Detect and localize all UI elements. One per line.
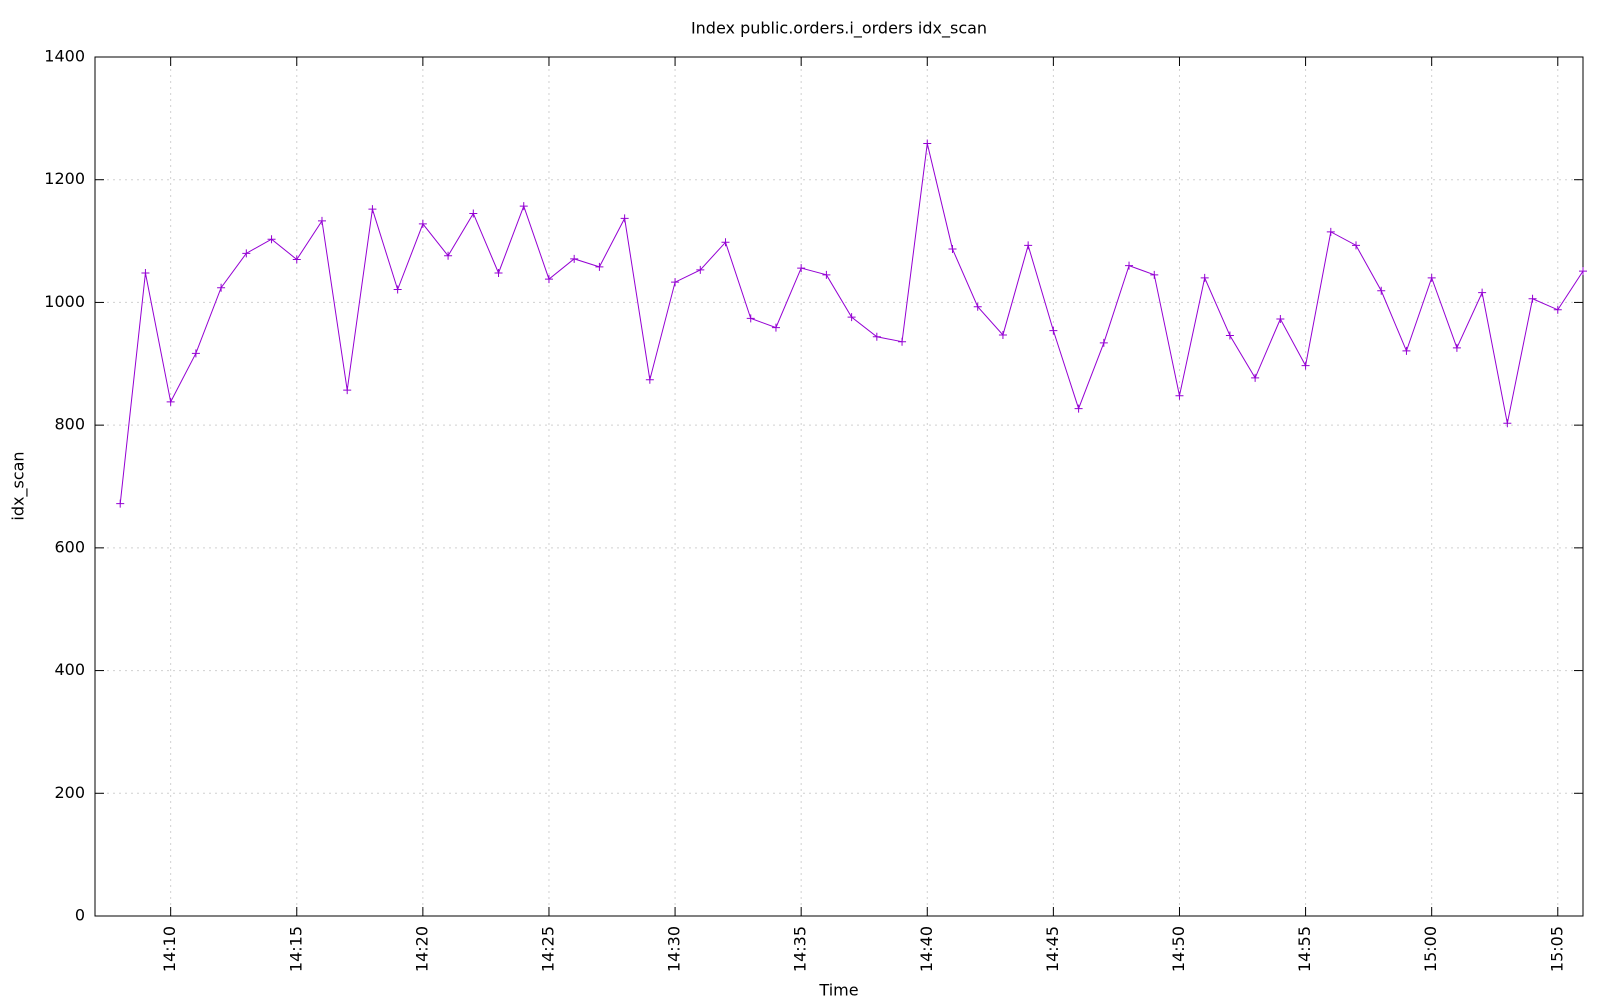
data-point — [797, 264, 806, 273]
data-point — [1276, 314, 1285, 323]
data-point — [393, 285, 402, 294]
x-tick-label: 14:20 — [412, 926, 431, 972]
x-tick-label: 14:45 — [1043, 926, 1062, 972]
data-point — [368, 205, 377, 214]
data-point — [671, 278, 680, 287]
data-point — [1352, 241, 1361, 250]
data-point — [1099, 338, 1108, 347]
data-point — [418, 219, 427, 228]
x-tick-label: 14:15 — [286, 926, 305, 972]
data-point — [267, 235, 276, 244]
data-point — [1200, 273, 1209, 282]
data-point — [1125, 261, 1134, 270]
data-point — [1024, 241, 1033, 250]
data-point — [292, 255, 301, 264]
y-tick-label: 200 — [54, 783, 85, 802]
data-point — [1427, 273, 1436, 282]
data-point — [544, 275, 553, 284]
y-tick-label: 400 — [54, 660, 85, 679]
x-tick-label: 14:55 — [1295, 926, 1314, 972]
chart-title: Index public.orders.i_orders idx_scan — [691, 19, 987, 39]
data-point — [1553, 305, 1562, 314]
y-tick-label: 0 — [75, 906, 85, 925]
data-point — [645, 375, 654, 384]
data-point — [141, 268, 150, 277]
data-point — [343, 386, 352, 395]
data-point — [1528, 294, 1537, 303]
data-point — [242, 249, 251, 258]
data-point — [570, 254, 579, 263]
data-point — [721, 238, 730, 247]
data-point — [1225, 331, 1234, 340]
data-point — [696, 265, 705, 274]
x-tick-label: 14:40 — [917, 926, 936, 972]
data-point — [1377, 286, 1386, 295]
x-tick-label: 14:50 — [1169, 926, 1188, 972]
x-axis-label: Time — [818, 981, 858, 1000]
data-point — [771, 323, 780, 332]
x-tick-label: 15:05 — [1547, 926, 1566, 972]
data-point — [1175, 391, 1184, 400]
data-point — [620, 214, 629, 223]
data-point — [166, 397, 175, 406]
data-point — [191, 349, 200, 358]
y-tick-label: 1400 — [44, 47, 85, 66]
data-point — [923, 139, 932, 148]
data-point — [317, 216, 326, 225]
data-line — [119, 143, 1584, 504]
x-tick-label: 14:30 — [665, 926, 684, 972]
data-point — [1074, 404, 1083, 413]
data-point — [746, 314, 755, 323]
x-tick-label: 15:00 — [1421, 926, 1440, 972]
data-point — [998, 330, 1007, 339]
y-axis-label: idx_scan — [9, 451, 29, 520]
data-point — [217, 283, 226, 292]
x-tick-label: 14:25 — [538, 926, 557, 972]
y-tick-label: 1000 — [44, 292, 85, 311]
data-point — [1150, 270, 1159, 279]
data-point — [948, 245, 957, 254]
data-point — [822, 270, 831, 279]
data-point — [1478, 288, 1487, 297]
data-point — [595, 262, 604, 271]
data-point — [1049, 326, 1058, 335]
y-tick-label: 800 — [54, 415, 85, 434]
data-point — [1402, 346, 1411, 355]
plot-frame — [94, 56, 1584, 917]
data-point — [1301, 361, 1310, 370]
data-point — [1503, 419, 1512, 428]
data-point — [116, 499, 125, 508]
data-point — [872, 332, 881, 341]
data-point — [469, 209, 478, 218]
y-tick-label: 1200 — [44, 169, 85, 188]
data-point — [444, 251, 453, 260]
data-point — [898, 337, 907, 346]
x-tick-label: 14:35 — [791, 926, 810, 972]
data-point — [1326, 227, 1335, 236]
y-tick-label: 600 — [54, 537, 85, 556]
data-point — [494, 268, 503, 277]
data-point — [519, 202, 528, 211]
data-point — [973, 302, 982, 311]
data-point — [1452, 343, 1461, 352]
data-point — [1251, 373, 1260, 382]
x-tick-label: 14:10 — [160, 926, 179, 972]
data-point — [1579, 267, 1587, 276]
data-point — [847, 313, 856, 322]
